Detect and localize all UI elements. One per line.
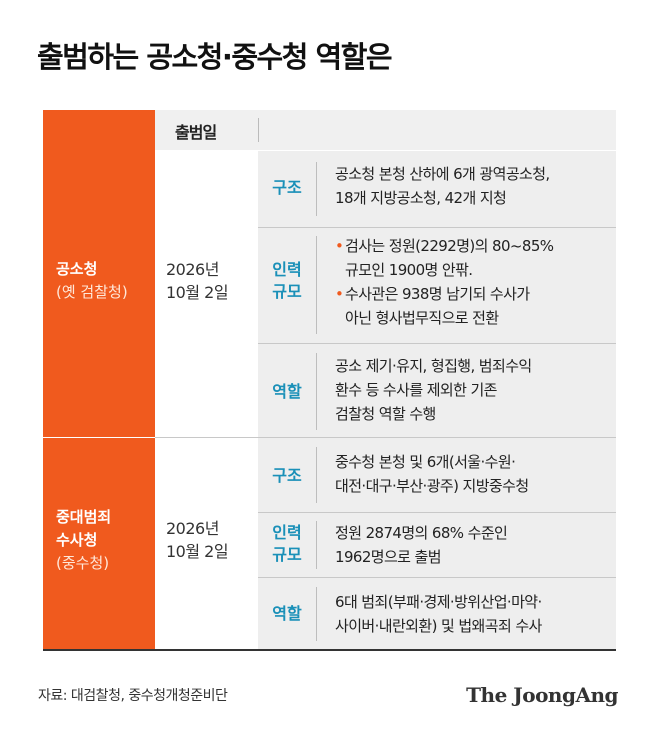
section-2-label: 중대범죄 수사청 (중수청): [43, 506, 155, 575]
section-2-name-line1: 중대범죄: [56, 508, 112, 526]
text-line: 중수청 본청 및 6개(서울·수원·: [335, 453, 516, 471]
text-line: 6대 범죄(부패·경제·방위산업·마약·: [335, 593, 542, 611]
section-1-date-year: 2026년: [166, 260, 219, 279]
category-structure: 구조: [272, 178, 302, 197]
row-separator: [258, 512, 616, 513]
text-line: 대전·대구·부산·광주) 지방중수청: [335, 477, 529, 495]
section-1-subname: (옛 검찰청): [56, 283, 128, 301]
category-staffing-line1: 인력: [272, 260, 302, 279]
text-line: 공소 제기·유지, 형집행, 범죄수익: [335, 357, 532, 375]
text-line: 정원 2874명의 68% 수준인: [335, 524, 508, 542]
text-line: 검찰청 역할 수행: [335, 405, 436, 423]
bullet-item: • 검사는 정원(2292명)의 80~85% 규모인 1900명 안팎.: [335, 234, 611, 282]
section-2-detail-panel: [258, 438, 616, 649]
section-separator-orange: [43, 437, 155, 438]
bullet-item: • 수사관은 938명 남기되 수사가 아닌 형사법무직으로 전환: [335, 282, 611, 330]
text-line: 규모인 1900명 안팎.: [345, 261, 473, 279]
section-1-name: 공소청: [56, 260, 98, 278]
header-divider: [258, 118, 259, 142]
text-line: 환수 등 수사를 제외한 기존: [335, 381, 497, 399]
category-role: 역할: [272, 382, 302, 401]
text-line: 사이버·내란외환) 및 법왜곡죄 수사: [335, 617, 542, 635]
text-line: 아닌 형사법무직으로 전환: [345, 309, 499, 327]
row-separator: [258, 577, 616, 578]
cell-divider: [316, 521, 317, 569]
category-staffing-line2: 규모: [272, 545, 302, 564]
section-1-detail-panel: [258, 151, 616, 437]
role-text: 공소 제기·유지, 형집행, 범죄수익 환수 등 수사를 제외한 기존 검찰청 …: [335, 354, 611, 426]
section-2-subname: (중수청): [56, 554, 110, 572]
header-gray-band: [155, 110, 616, 150]
page-title: 출범하는 공소청·중수청 역할은: [37, 40, 393, 74]
category-role: 역할: [272, 604, 302, 623]
staffing-text: 정원 2874명의 68% 수준인 1962명으로 출범: [335, 521, 611, 569]
section-1-label: 공소청 (옛 검찰청): [43, 258, 155, 304]
cell-divider: [316, 587, 317, 641]
section-2-date-day: 10월 2일: [166, 542, 229, 561]
text-line: 검사는 정원(2292명)의 80~85%: [345, 237, 554, 255]
text-line: 1962명으로 출범: [335, 548, 442, 566]
section-2-label-cell: [43, 438, 155, 649]
category-structure: 구조: [272, 466, 302, 485]
comparison-table: 출범일 공소청 (옛 검찰청) 중대범죄 수사청 (중수청) 2026년 10월…: [43, 110, 616, 651]
source-credit: 자료: 대검찰청, 중수청개청준비단: [38, 688, 228, 704]
section-1-date-day: 10월 2일: [166, 283, 229, 302]
section-2-name-line2: 수사청: [56, 531, 98, 549]
row-separator: [258, 343, 616, 344]
section-separator: [155, 437, 616, 438]
category-staffing: 인력 규모: [258, 522, 316, 566]
header-orange-cell: [43, 110, 155, 151]
cell-divider: [316, 162, 317, 216]
category-staffing: 인력 규모: [258, 259, 316, 303]
category-staffing-line2: 규모: [272, 282, 302, 301]
text-line: 수사관은 938명 남기되 수사가: [345, 285, 530, 303]
section-2-date-year: 2026년: [166, 519, 219, 538]
text-line: 18개 지방공소청, 42개 지청: [335, 189, 507, 207]
cell-divider: [316, 353, 317, 430]
structure-text: 공소청 본청 산하에 6개 광역공소청, 18개 지방공소청, 42개 지청: [335, 162, 611, 210]
role-text: 6대 범죄(부패·경제·방위산업·마약· 사이버·내란외환) 및 법왜곡죄 수사: [335, 590, 611, 638]
section-1-date: 2026년 10월 2일: [166, 258, 256, 304]
bullet-dot: •: [335, 285, 344, 303]
table-header-row: 출범일: [43, 110, 616, 151]
row-separator: [258, 227, 616, 228]
text-line: 공소청 본청 산하에 6개 광역공소청,: [335, 165, 550, 183]
cell-divider: [316, 447, 317, 503]
launch-date-header: 출범일: [175, 123, 217, 142]
cell-divider: [316, 236, 317, 334]
section-1-label-cell: [43, 151, 155, 437]
publisher-logo: The JoongAng: [466, 683, 618, 707]
structure-text: 중수청 본청 및 6개(서울·수원· 대전·대구·부산·광주) 지방중수청: [335, 450, 611, 498]
table-bottom-rule: [43, 649, 616, 651]
category-staffing-line1: 인력: [272, 523, 302, 542]
section-2-date: 2026년 10월 2일: [166, 517, 256, 563]
bullet-dot: •: [335, 237, 344, 255]
staffing-text: • 검사는 정원(2292명)의 80~85% 규모인 1900명 안팎. • …: [335, 234, 611, 330]
